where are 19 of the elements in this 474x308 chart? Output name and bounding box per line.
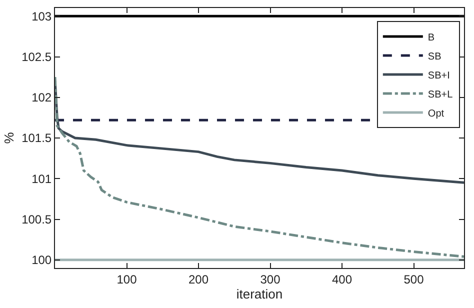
x-axis-title: iteration bbox=[236, 286, 283, 302]
x-tick-label: 500 bbox=[404, 272, 424, 286]
y-tick-label: 102 bbox=[32, 90, 52, 105]
x-tick-label: 200 bbox=[188, 272, 209, 286]
y-tick-label: 100.5 bbox=[22, 212, 52, 226]
legend-label: B bbox=[428, 32, 435, 44]
y-tick-label: 102.5 bbox=[22, 50, 52, 64]
y-tick-label: 100 bbox=[32, 253, 52, 268]
y-tick-label: 101.5 bbox=[22, 131, 52, 146]
legend-label: SB+L bbox=[428, 89, 454, 100]
y-tick-label: 101 bbox=[32, 172, 52, 186]
y-axis-title: % bbox=[2, 132, 17, 144]
legend-label: Opt bbox=[428, 108, 444, 120]
x-tick-label: 300 bbox=[260, 272, 281, 286]
y-tick-label: 103 bbox=[32, 9, 52, 24]
legend-label: SB+I bbox=[428, 70, 450, 82]
legend-label: SB bbox=[428, 51, 442, 62]
x-tick-label: 100 bbox=[116, 272, 138, 286]
x-tick-label: 400 bbox=[332, 272, 352, 286]
